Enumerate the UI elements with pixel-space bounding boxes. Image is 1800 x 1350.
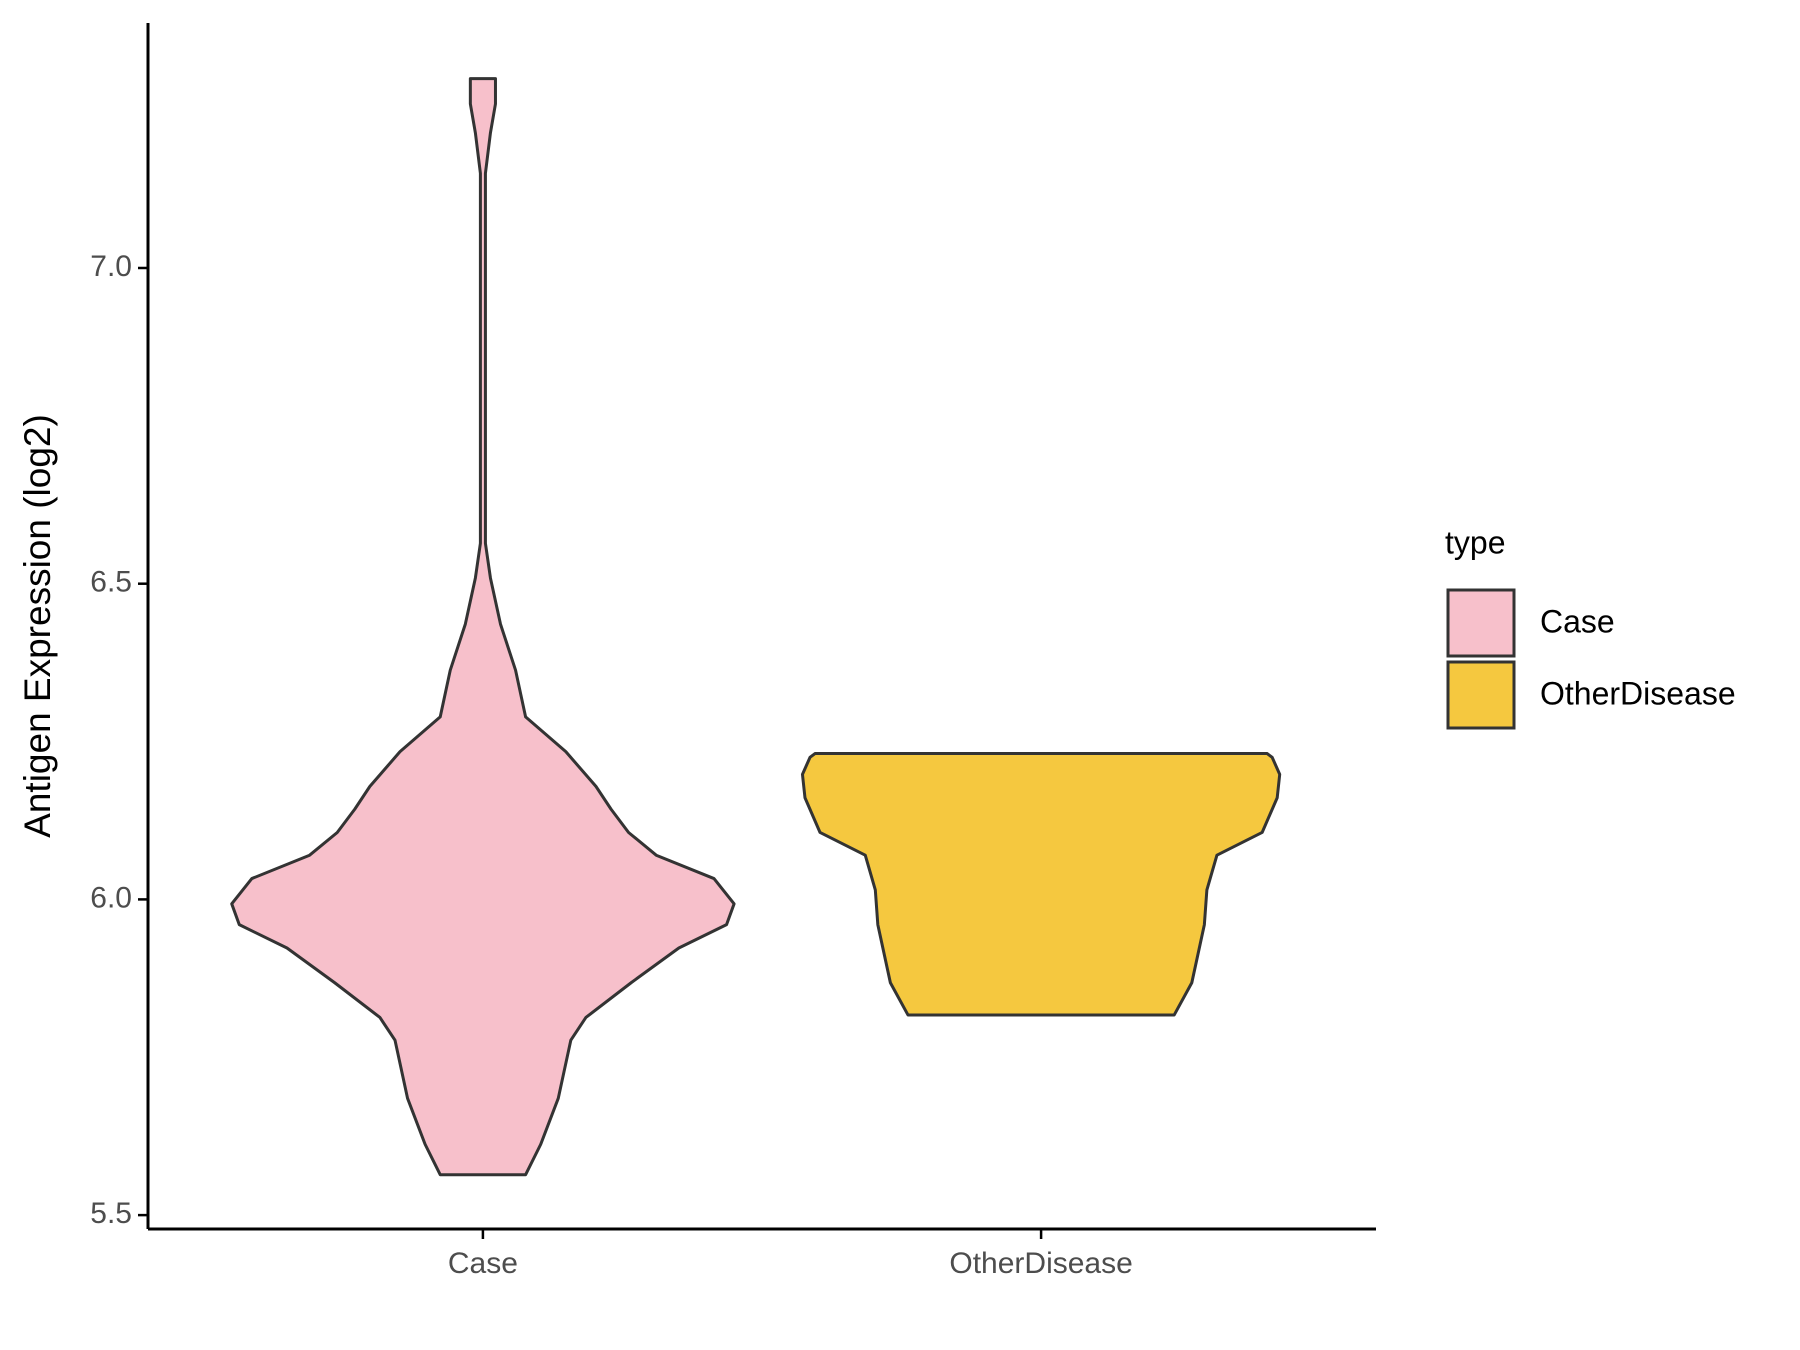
y-tick-label: 7.0 [90, 250, 132, 283]
x-tick-label: OtherDisease [949, 1247, 1132, 1280]
x-tick-label: Case [448, 1247, 518, 1280]
y-axis-title: Antigen Expression (log2) [17, 414, 58, 838]
legend-label: Case [1540, 603, 1615, 639]
legend-label: OtherDisease [1540, 675, 1736, 711]
y-tick-label: 6.5 [90, 566, 132, 599]
violin [800, 752, 1282, 1017]
legend-title: type [1445, 524, 1505, 560]
y-tick-label: 5.5 [90, 1197, 132, 1230]
y-tick-label: 6.0 [90, 881, 132, 914]
violin [230, 77, 736, 1177]
legend-key [1446, 660, 1516, 730]
legend-key [1446, 588, 1516, 658]
